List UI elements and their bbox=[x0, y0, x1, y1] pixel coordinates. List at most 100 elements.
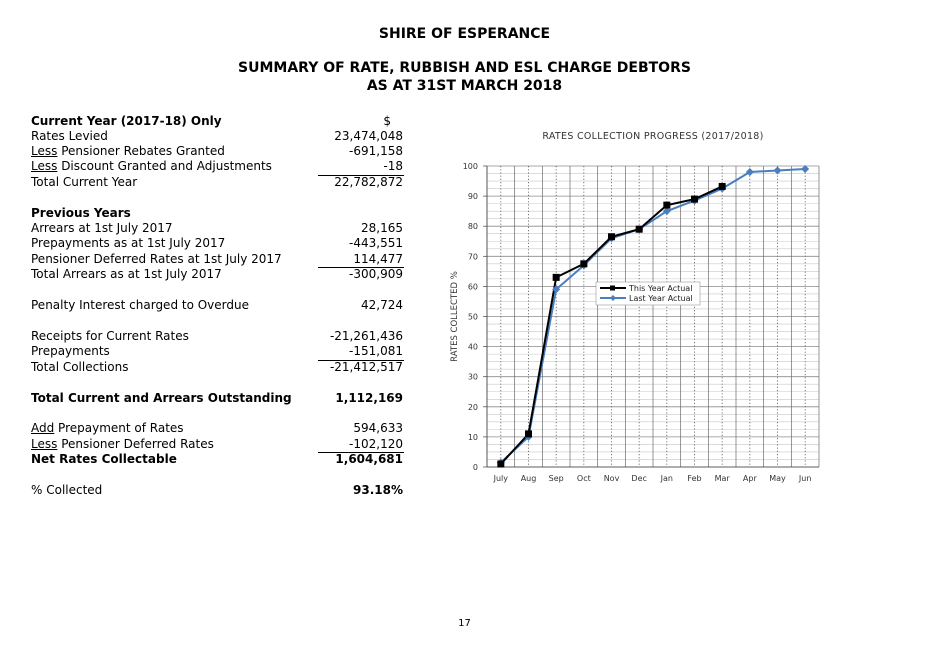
row-prefix: Less bbox=[31, 144, 58, 158]
row-value: 28,165 bbox=[361, 221, 403, 235]
row-label: Rates Levied bbox=[31, 129, 108, 143]
x-tick-label: Dec bbox=[631, 474, 646, 483]
summary-row: Prepayments as at 1st July 2017 -443,551 bbox=[31, 236, 403, 251]
data-point-this-year bbox=[691, 195, 698, 203]
y-tick-label: 30 bbox=[468, 373, 478, 382]
row-prefix: Add bbox=[31, 421, 55, 435]
summary-row: Previous Years bbox=[31, 206, 403, 221]
row-label: Arrears at 1st July 2017 bbox=[31, 221, 173, 235]
y-tick-label: 10 bbox=[468, 433, 478, 442]
report-date: AS AT 31ST MARCH 2018 bbox=[366, 78, 563, 94]
y-tick-label: 40 bbox=[468, 343, 478, 352]
y-tick-label: 20 bbox=[468, 403, 478, 412]
data-point-last-year bbox=[773, 166, 782, 175]
data-point-last-year bbox=[801, 165, 810, 174]
row-label: Pensioner Deferred Rates at 1st July 201… bbox=[31, 252, 282, 266]
summary-row: Total Collections -21,412,517 bbox=[31, 360, 403, 375]
row-value: -18 bbox=[383, 159, 403, 173]
row-value: 23,474,048 bbox=[334, 129, 403, 143]
data-point-this-year bbox=[497, 460, 505, 468]
row-value: 114,477 bbox=[353, 252, 403, 266]
x-tick-label: May bbox=[769, 474, 786, 483]
summary-row: Total Arrears as at 1st July 2017 -300,9… bbox=[31, 267, 403, 282]
total-rule bbox=[318, 452, 404, 453]
row-label: Net Rates Collectable bbox=[31, 452, 177, 466]
summary-row: Less Discount Granted and Adjustments -1… bbox=[31, 159, 403, 174]
summary-row: Less Pensioner Rebates Granted -691,158 bbox=[31, 144, 403, 159]
total-rule bbox=[318, 175, 404, 176]
x-tick-label: Apr bbox=[743, 474, 758, 483]
summary-row: % Collected 93.18% bbox=[31, 483, 403, 498]
summary-row: Add Prepayment of Rates 594,633 bbox=[31, 421, 403, 436]
row-label: Total Arrears as at 1st July 2017 bbox=[31, 267, 222, 281]
summary-row: Rates Levied 23,474,048 bbox=[31, 129, 403, 144]
y-tick-label: 80 bbox=[468, 222, 478, 231]
y-tick-label: 70 bbox=[468, 252, 478, 261]
report-title: SUMMARY OF RATE, RUBBISH AND ESL CHARGE … bbox=[238, 60, 691, 76]
row-label: % Collected bbox=[31, 483, 103, 497]
x-tick-label: Aug bbox=[521, 474, 537, 483]
rates-collection-chart: RATES COLLECTION PROGRESS (2017/2018) 0 10… bbox=[450, 131, 820, 483]
data-point-this-year bbox=[580, 260, 588, 268]
x-tick-label: Jun bbox=[798, 474, 812, 483]
summary-row: Pensioner Deferred Rates at 1st July 201… bbox=[31, 252, 403, 267]
legend-label: This Year Actual bbox=[628, 284, 692, 293]
total-rule bbox=[318, 267, 404, 268]
data-point-last-year bbox=[662, 207, 671, 216]
legend-label: Last Year Actual bbox=[629, 294, 693, 303]
row-label: Prepayment of Rates bbox=[54, 421, 184, 435]
row-label: Receipts for Current Rates bbox=[31, 329, 189, 343]
x-tick-label: July bbox=[493, 474, 509, 483]
summary-row: Receipts for Current Rates -21,261,436 bbox=[31, 329, 403, 344]
row-label: Penalty Interest charged to Overdue bbox=[31, 298, 249, 312]
y-tick-label: 90 bbox=[468, 192, 478, 201]
row-value: -300,909 bbox=[349, 267, 403, 281]
row-label: Total Collections bbox=[31, 360, 129, 374]
x-tick-label: Mar bbox=[715, 474, 731, 483]
previous-years-heading: Previous Years bbox=[31, 206, 131, 220]
data-point-this-year bbox=[552, 273, 560, 281]
total-rule bbox=[318, 360, 404, 361]
legend-swatch-marker bbox=[610, 295, 616, 301]
data-point-this-year bbox=[718, 182, 726, 190]
row-label: Pensioner Deferred Rates bbox=[57, 437, 214, 451]
data-point-last-year bbox=[745, 168, 754, 177]
data-point-this-year bbox=[608, 233, 615, 241]
summary-row: Net Rates Collectable 1,604,681 bbox=[31, 452, 403, 467]
data-point-this-year bbox=[635, 225, 643, 233]
data-point-this-year bbox=[525, 430, 532, 438]
row-value: 1,112,169 bbox=[335, 391, 403, 405]
summary-row: Less Pensioner Deferred Rates -102,120 bbox=[31, 437, 403, 452]
row-prefix: Less bbox=[31, 159, 58, 173]
row-label: Prepayments as at 1st July 2017 bbox=[31, 236, 226, 250]
row-value: 594,633 bbox=[353, 421, 403, 435]
row-label: Total Current Year bbox=[31, 175, 138, 189]
row-value: -691,158 bbox=[349, 144, 403, 158]
row-value: 22,782,872 bbox=[334, 175, 403, 189]
y-tick-label: 0 bbox=[473, 463, 478, 472]
row-label: Total Current and Arrears Outstanding bbox=[31, 391, 292, 405]
data-point-last-year bbox=[552, 285, 561, 294]
row-value: -102,120 bbox=[349, 437, 403, 451]
summary-row: Prepayments -151,081 bbox=[31, 344, 403, 359]
y-axis-label: RATES COLLECTED % bbox=[450, 271, 460, 362]
current-year-heading: Current Year (2017-18) Only bbox=[31, 114, 222, 128]
x-tick-label: Oct bbox=[577, 474, 591, 483]
data-point-this-year bbox=[663, 201, 671, 209]
row-value: 93.18% bbox=[353, 483, 403, 497]
x-tick-label: Jan bbox=[660, 474, 673, 483]
y-tick-label: 100 bbox=[463, 162, 478, 171]
summary-row: Arrears at 1st July 2017 28,165 bbox=[31, 221, 403, 236]
row-label: Prepayments bbox=[31, 344, 110, 358]
summary-row: Current Year (2017-18) Only $ bbox=[31, 114, 403, 129]
y-tick-label: 50 bbox=[468, 313, 478, 322]
y-tick-label: 60 bbox=[468, 282, 478, 291]
chart-title: RATES COLLECTION PROGRESS (2017/2018) bbox=[542, 131, 763, 142]
row-prefix: Less bbox=[31, 437, 58, 451]
org-title: SHIRE OF ESPERANCE bbox=[378, 26, 551, 42]
row-value: -443,551 bbox=[349, 236, 403, 250]
summary-row: Total Current and Arrears Outstanding 1,… bbox=[31, 391, 403, 406]
page-number: 17 bbox=[458, 618, 471, 629]
row-value: -21,412,517 bbox=[329, 360, 403, 374]
row-value: -21,261,436 bbox=[329, 329, 403, 343]
